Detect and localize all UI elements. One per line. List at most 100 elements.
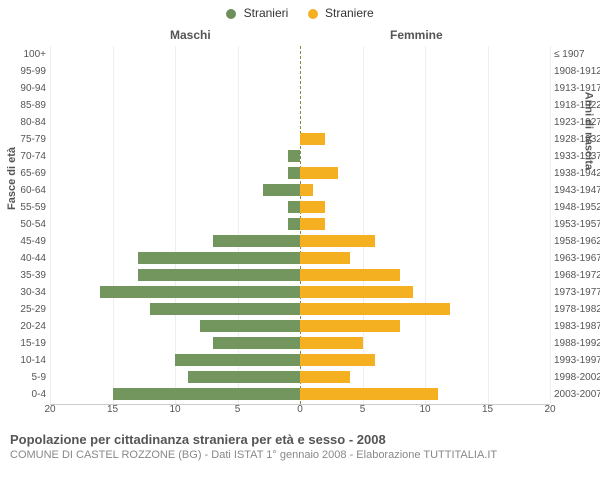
bar-female: [300, 235, 375, 247]
birth-label: 1913-1917: [554, 80, 600, 97]
age-row: 85-891918-1922: [50, 97, 550, 114]
age-row: 60-641943-1947: [50, 182, 550, 199]
legend-female-swatch: [308, 9, 318, 19]
birth-label: 1938-1942: [554, 165, 600, 182]
age-row: 75-791928-1932: [50, 131, 550, 148]
x-tick: 20: [544, 404, 555, 415]
age-row: 95-991908-1912: [50, 63, 550, 80]
legend-female-label: Straniere: [325, 6, 374, 20]
age-label: 50-54: [4, 216, 46, 233]
bar-male: [138, 252, 301, 264]
age-label: 5-9: [4, 369, 46, 386]
bar-male: [188, 371, 301, 383]
birth-label: 1948-1952: [554, 199, 600, 216]
x-tick: 5: [360, 404, 366, 415]
header-female: Femmine: [390, 28, 443, 42]
bar-male: [113, 388, 301, 400]
chart-area: Maschi Femmine 100+≤ 190795-991908-19129…: [50, 28, 550, 428]
birth-label: 1978-1982: [554, 301, 600, 318]
age-row: 0-42003-2007: [50, 386, 550, 403]
age-row: 90-941913-1917: [50, 80, 550, 97]
birth-label: 1908-1912: [554, 63, 600, 80]
x-tick: 0: [297, 404, 303, 415]
birth-label: 1968-1972: [554, 267, 600, 284]
age-label: 40-44: [4, 250, 46, 267]
birth-label: 1933-1937: [554, 148, 600, 165]
birth-label: 2003-2007: [554, 386, 600, 403]
x-tick: 20: [44, 404, 55, 415]
age-label: 100+: [4, 46, 46, 63]
bar-male: [288, 167, 301, 179]
bar-female: [300, 320, 400, 332]
age-label: 45-49: [4, 233, 46, 250]
x-axis: 201510505101520: [50, 404, 550, 420]
birth-label: 1928-1932: [554, 131, 600, 148]
age-label: 90-94: [4, 80, 46, 97]
bar-male: [175, 354, 300, 366]
age-row: 45-491958-1962: [50, 233, 550, 250]
bar-female: [300, 269, 400, 281]
age-row: 55-591948-1952: [50, 199, 550, 216]
age-label: 55-59: [4, 199, 46, 216]
birth-label: ≤ 1907: [554, 46, 600, 63]
birth-label: 1983-1987: [554, 318, 600, 335]
birth-label: 1998-2002: [554, 369, 600, 386]
age-row: 20-241983-1987: [50, 318, 550, 335]
birth-label: 1958-1962: [554, 233, 600, 250]
legend-male-label: Stranieri: [244, 6, 289, 20]
age-label: 75-79: [4, 131, 46, 148]
bar-female: [300, 388, 438, 400]
bar-male: [288, 201, 301, 213]
age-label: 95-99: [4, 63, 46, 80]
age-row: 65-691938-1942: [50, 165, 550, 182]
age-label: 30-34: [4, 284, 46, 301]
age-row: 25-291978-1982: [50, 301, 550, 318]
bar-male: [213, 235, 301, 247]
age-row: 5-91998-2002: [50, 369, 550, 386]
age-row: 30-341973-1977: [50, 284, 550, 301]
age-label: 65-69: [4, 165, 46, 182]
bar-male: [288, 218, 301, 230]
birth-label: 1963-1967: [554, 250, 600, 267]
chart-title: Popolazione per cittadinanza straniera p…: [10, 432, 590, 447]
age-row: 10-141993-1997: [50, 352, 550, 369]
birth-label: 1923-1927: [554, 114, 600, 131]
legend-male-swatch: [226, 9, 236, 19]
birth-label: 1918-1922: [554, 97, 600, 114]
bar-female: [300, 337, 363, 349]
age-label: 80-84: [4, 114, 46, 131]
age-row: 80-841923-1927: [50, 114, 550, 131]
plot: 100+≤ 190795-991908-191290-941913-191785…: [50, 46, 550, 405]
bar-female: [300, 133, 325, 145]
bar-female: [300, 286, 413, 298]
x-tick: 5: [235, 404, 241, 415]
legend-male: Stranieri: [226, 6, 288, 20]
bar-male: [138, 269, 301, 281]
birth-label: 1953-1957: [554, 216, 600, 233]
age-row: 40-441963-1967: [50, 250, 550, 267]
bar-female: [300, 371, 350, 383]
age-row: 70-741933-1937: [50, 148, 550, 165]
age-label: 70-74: [4, 148, 46, 165]
age-label: 15-19: [4, 335, 46, 352]
footer: Popolazione per cittadinanza straniera p…: [10, 432, 590, 461]
age-label: 10-14: [4, 352, 46, 369]
bar-female: [300, 167, 338, 179]
x-tick: 15: [107, 404, 118, 415]
age-row: 100+≤ 1907: [50, 46, 550, 63]
bar-male: [288, 150, 301, 162]
bar-female: [300, 354, 375, 366]
birth-label: 1973-1977: [554, 284, 600, 301]
age-row: 50-541953-1957: [50, 216, 550, 233]
age-label: 25-29: [4, 301, 46, 318]
x-tick: 10: [169, 404, 180, 415]
bar-female: [300, 201, 325, 213]
age-label: 35-39: [4, 267, 46, 284]
bar-male: [200, 320, 300, 332]
legend-female: Straniere: [308, 6, 374, 20]
age-label: 20-24: [4, 318, 46, 335]
bar-female: [300, 184, 313, 196]
age-label: 0-4: [4, 386, 46, 403]
birth-label: 1988-1992: [554, 335, 600, 352]
age-label: 85-89: [4, 97, 46, 114]
